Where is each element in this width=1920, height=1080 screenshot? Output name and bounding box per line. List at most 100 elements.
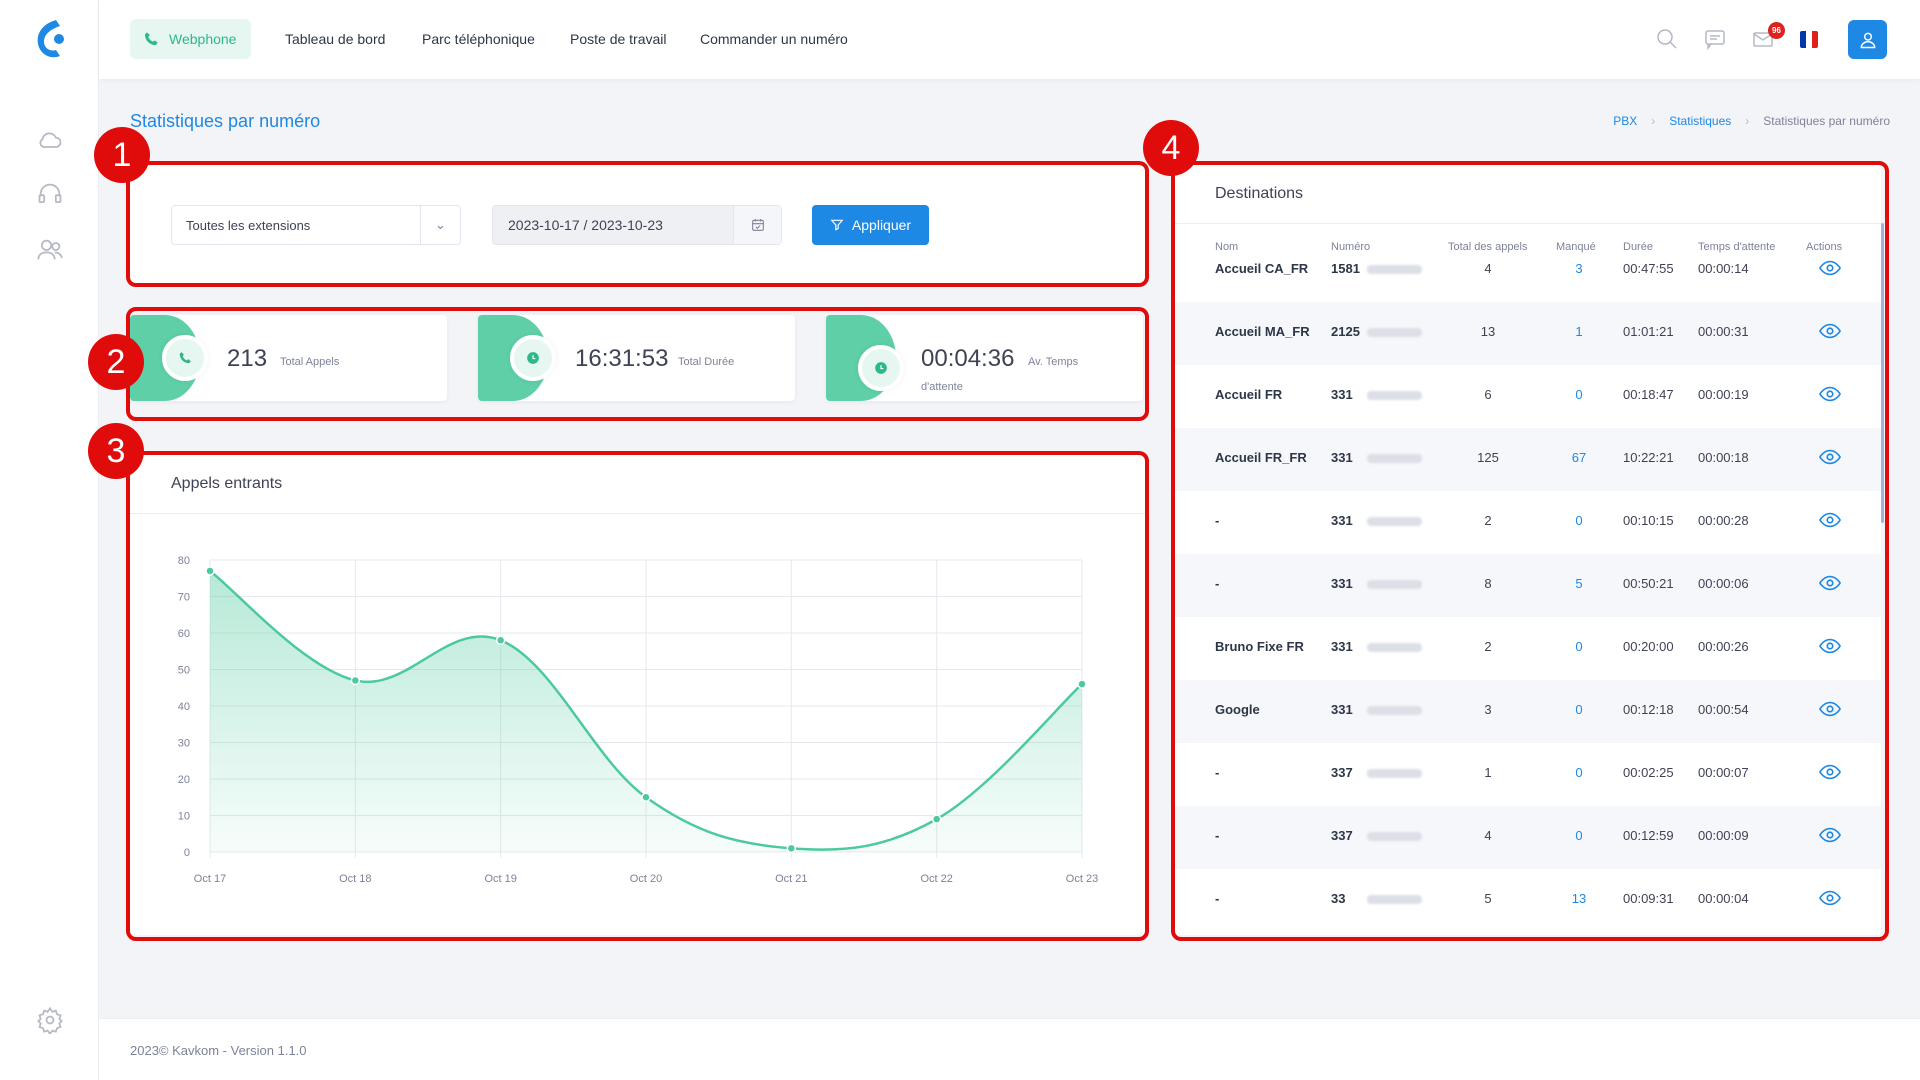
cell-missed: 13 <box>1571 891 1587 906</box>
nav-tableau-de-bord[interactable]: Tableau de bord <box>285 31 386 47</box>
apply-button[interactable]: Appliquer <box>812 205 929 245</box>
cell-duration: 00:20:00 <box>1623 639 1674 654</box>
view-eye-icon[interactable] <box>1819 509 1841 531</box>
webphone-button[interactable]: Webphone <box>130 19 251 59</box>
data-point <box>641 792 651 802</box>
user-icon <box>1860 32 1875 48</box>
table-row: Accueil MA_FR 2125 13 1 01:01:21 00:00:31 <box>1175 302 1881 365</box>
nav-parc-telephonique[interactable]: Parc téléphonique <box>422 31 535 47</box>
cell-num: 33 <box>1331 891 1346 906</box>
cell-total: 125 <box>1477 450 1499 465</box>
y-tick-label: 0 <box>184 847 190 859</box>
table-scrollbar[interactable] <box>1881 223 1884 523</box>
breadcrumb-statistiques[interactable]: Statistiques <box>1669 114 1732 128</box>
cell-missed: 0 <box>1575 828 1583 843</box>
nav-poste-de-travail[interactable]: Poste de travail <box>570 31 667 47</box>
avg-wait-label: Av. Temps <box>1028 356 1079 368</box>
cell-missed: 0 <box>1575 765 1583 780</box>
kavkom-logo[interactable] <box>34 16 66 62</box>
annotation-frame-2 <box>126 307 1149 421</box>
calendar-icon[interactable] <box>733 206 781 244</box>
table-row: Accueil FR 331 6 0 00:18:47 00:00:19 <box>1175 365 1881 428</box>
x-tick-label: Oct 17 <box>194 873 226 885</box>
extension-select[interactable]: Toutes les extensions ⌄ <box>171 205 461 245</box>
view-eye-icon[interactable] <box>1819 446 1841 468</box>
table-row: Bruno Fixe FR 331 2 0 00:20:00 00:00:26 <box>1175 617 1881 680</box>
chat-icon[interactable] <box>1703 27 1727 51</box>
redacted-number <box>1367 706 1422 715</box>
breadcrumb: PBX › Statistiques › Statistiques par nu… <box>1613 114 1890 128</box>
view-eye-icon[interactable] <box>1819 824 1841 846</box>
date-range-input[interactable]: 2023-10-17 / 2023-10-23 <box>492 205 782 245</box>
cell-missed: 5 <box>1575 576 1583 591</box>
view-eye-icon[interactable] <box>1819 572 1841 594</box>
avg-wait-label-line2: d'attente <box>921 381 963 393</box>
nav-commander-numero[interactable]: Commander un numéro <box>700 31 848 47</box>
cell-total: 2 <box>1484 513 1492 528</box>
y-tick-label: 30 <box>178 738 190 750</box>
cloud-phone-icon[interactable] <box>36 126 64 154</box>
topbar: Webphone Tableau de bord Parc téléphoniq… <box>99 0 1920 79</box>
header-manque: Manqué <box>1556 241 1596 253</box>
breadcrumb-separator: › <box>1651 114 1656 128</box>
cell-duration: 00:12:59 <box>1623 828 1674 843</box>
cell-num: 331 <box>1331 513 1353 528</box>
cell-name: Bruno Fixe FR <box>1215 639 1304 654</box>
header-total-appels: Total des appels <box>1448 241 1528 253</box>
x-tick-label: Oct 21 <box>775 873 807 885</box>
total-calls-tile: 213 Total Appels <box>130 315 447 401</box>
avg-wait-value: 00:04:36 <box>921 345 1015 372</box>
data-point <box>495 635 506 646</box>
cell-total: 8 <box>1484 576 1492 591</box>
french-flag-icon[interactable] <box>1800 31 1818 48</box>
view-eye-icon[interactable] <box>1819 320 1841 342</box>
cell-num: 331 <box>1331 387 1353 402</box>
y-tick-label: 40 <box>178 701 190 713</box>
cell-duration: 00:10:15 <box>1623 513 1674 528</box>
chevron-down-icon[interactable]: ⌄ <box>420 206 460 244</box>
users-icon[interactable] <box>36 236 64 264</box>
view-eye-icon[interactable] <box>1819 698 1841 720</box>
cell-name: - <box>1215 828 1220 843</box>
footer: 2023© Kavkom - Version 1.1.0 <box>99 1018 1920 1080</box>
view-eye-icon[interactable] <box>1819 257 1841 279</box>
redacted-number <box>1367 769 1422 778</box>
table-row: Accueil FR_FR 331 125 67 10:22:21 00:00:18 <box>1175 428 1881 491</box>
view-eye-icon[interactable] <box>1819 635 1841 657</box>
annotation-frame-4 <box>1171 161 1889 941</box>
footer-copyright: 2023© Kavkom - Version 1.1.0 <box>130 1043 307 1058</box>
redacted-number <box>1367 832 1422 841</box>
data-point <box>205 566 215 576</box>
redacted-number <box>1367 328 1422 337</box>
view-eye-icon[interactable] <box>1819 887 1841 909</box>
cell-name: Google <box>1215 702 1260 717</box>
cell-total: 13 <box>1480 324 1496 339</box>
settings-gear-icon[interactable] <box>36 1006 64 1034</box>
cell-missed: 3 <box>1575 261 1583 276</box>
user-account-button[interactable] <box>1848 20 1887 59</box>
view-eye-icon[interactable] <box>1819 761 1841 783</box>
redacted-number <box>1367 391 1422 400</box>
breadcrumb-current: Statistiques par numéro <box>1763 114 1890 128</box>
redacted-number <box>1367 580 1422 589</box>
header-actions: Actions <box>1806 241 1843 253</box>
cell-total: 5 <box>1484 891 1492 906</box>
series-area <box>210 570 1082 852</box>
cell-wait: 00:00:14 <box>1698 261 1749 276</box>
cell-missed: 1 <box>1575 324 1583 339</box>
cell-name: - <box>1215 576 1220 591</box>
search-icon[interactable] <box>1655 27 1679 51</box>
date-range-value: 2023-10-17 / 2023-10-23 <box>508 217 663 233</box>
y-tick-label: 20 <box>178 774 190 786</box>
redacted-number <box>1367 517 1422 526</box>
total-calls-value: 213 <box>227 345 268 372</box>
view-eye-icon[interactable] <box>1819 383 1841 405</box>
headset-icon[interactable] <box>36 180 64 208</box>
cell-num: 331 <box>1331 576 1353 591</box>
cell-wait: 00:00:06 <box>1698 576 1749 591</box>
breadcrumb-pbx[interactable]: PBX <box>1613 114 1638 128</box>
mail-icon[interactable] <box>1751 27 1775 51</box>
page-title: Statistiques par numéro <box>130 111 321 131</box>
phone-icon <box>145 32 158 45</box>
apply-label: Appliquer <box>851 217 912 233</box>
